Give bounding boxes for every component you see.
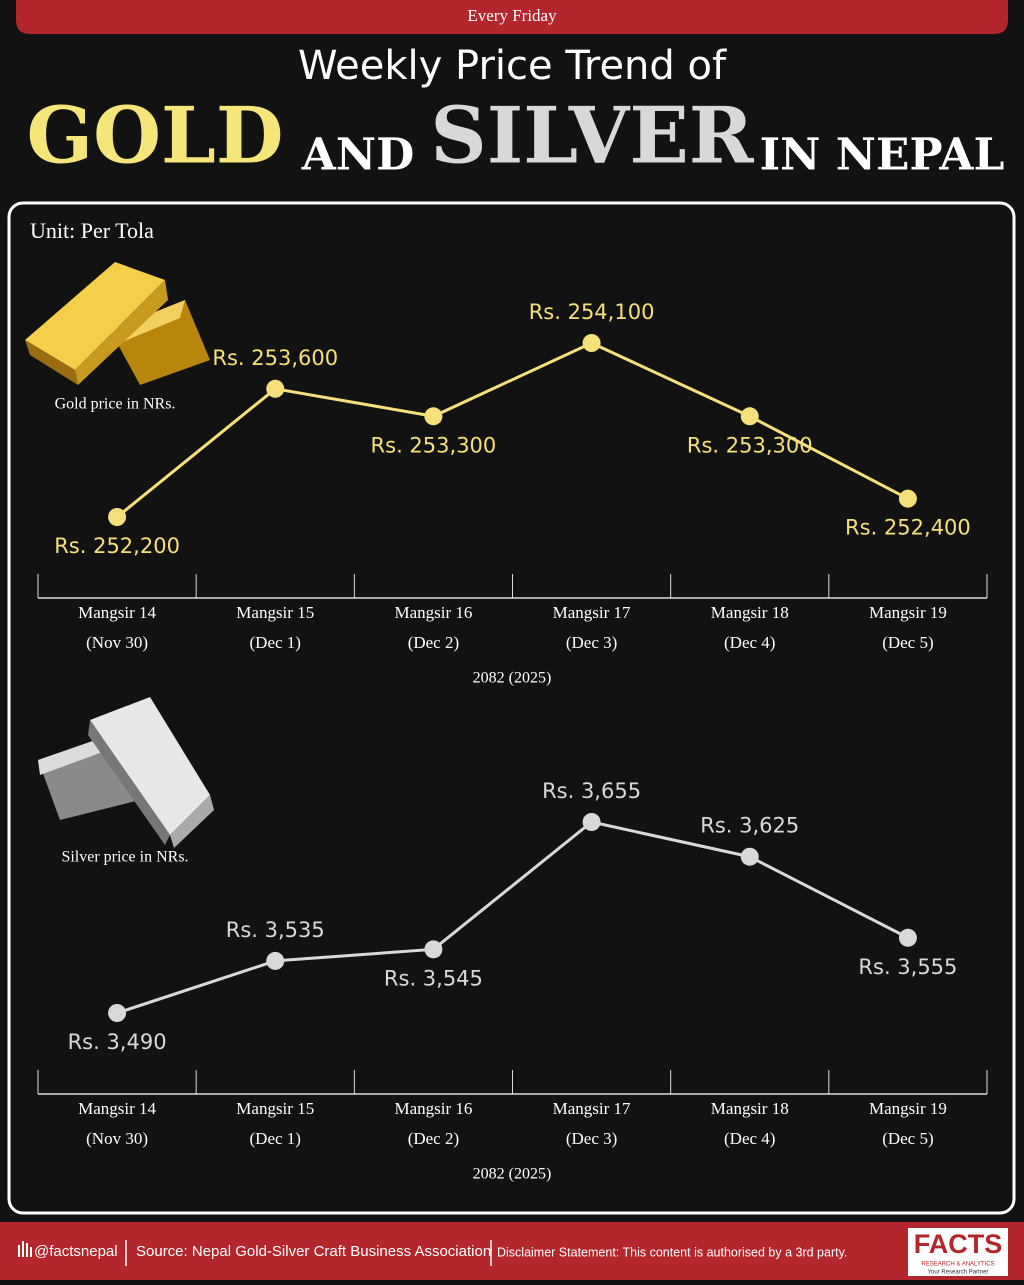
logo: FACTS — [914, 1229, 1003, 1259]
logo-box — [908, 1228, 1008, 1276]
x-tick-sublabel: (Dec 2) — [408, 633, 459, 652]
logo-sub: RESEARCH & ANALYTICS — [921, 1262, 994, 1268]
value-label: Rs. 3,535 — [226, 918, 325, 942]
point — [740, 847, 759, 866]
footer-disclaimer: Disclaimer Statement: This content is au… — [497, 1245, 847, 1259]
x-tick-sublabel: (Dec 4) — [724, 1129, 775, 1148]
point — [108, 508, 127, 526]
silver-bars-icon — [38, 697, 214, 848]
x-tick-sublabel: (Nov 30) — [86, 633, 148, 652]
value-label: Rs. 3,490 — [68, 1030, 167, 1054]
x-tick-sublabel: (Dec 3) — [566, 633, 617, 652]
line — [116, 820, 909, 1015]
gold-word: GOLD — [26, 91, 283, 182]
footer-source: Source: Nepal Gold-Silver Craft Business… — [136, 1243, 491, 1260]
value-label: Rs. 253,300 — [371, 433, 497, 457]
value-label: Rs. 252,200 — [54, 534, 180, 558]
x-tick-sublabel: (Dec 4) — [724, 633, 775, 652]
value-label: Rs. 3,555 — [858, 955, 957, 979]
x-tick-label: Mangsir 15 — [236, 603, 314, 622]
point — [266, 951, 285, 970]
x-tick-label: Mangsir 19 — [869, 603, 947, 622]
x-axis-label: 2082 (2025) — [473, 1166, 552, 1183]
value-label: Rs. 252,400 — [845, 516, 971, 540]
header-band — [16, 0, 1008, 34]
x-tick-label: Mangsir 19 — [869, 1099, 947, 1118]
x-tick-label: Mangsir 18 — [711, 603, 789, 622]
value-label: Rs. 3,545 — [384, 966, 483, 990]
x-tick-sublabel: (Dec 5) — [882, 633, 933, 652]
unit-note: Unit: Per Tola — [30, 218, 154, 243]
logo-tag: Your Research Partner — [928, 1270, 989, 1276]
x-tick-sublabel: (Dec 2) — [408, 1129, 459, 1148]
series-name: Gold price in NRs. — [55, 396, 176, 413]
header-tag: Every Friday — [467, 6, 557, 25]
x-tick-sublabel: (Dec 1) — [250, 633, 301, 652]
series-name: Silver price in NRs. — [61, 849, 188, 866]
footer-bars-icon — [18, 1241, 32, 1257]
x-tick-label: Mangsir 16 — [394, 603, 472, 622]
value-label: Rs. 3,655 — [542, 779, 641, 803]
x-tick-sublabel: (Nov 30) — [86, 1129, 148, 1148]
x-tick-sublabel: (Dec 1) — [250, 1129, 301, 1148]
point — [424, 940, 443, 959]
x-tick-label: Mangsir 17 — [553, 603, 631, 622]
silver-word: SILVER — [430, 91, 754, 182]
x-axis-label: 2082 (2025) — [473, 670, 552, 687]
and-word: AND — [301, 130, 415, 181]
panel — [7, 201, 1016, 1215]
point — [898, 489, 917, 508]
value-label: Rs. 254,100 — [529, 300, 655, 324]
point — [108, 1004, 127, 1022]
gold-bars-icon — [25, 262, 210, 385]
tail-words: IN NEPAL — [760, 130, 1005, 181]
point — [740, 407, 759, 426]
point — [582, 334, 601, 352]
title-line: Weekly Price Trend of — [298, 43, 727, 89]
point — [582, 813, 601, 831]
x-tick-label: Mangsir 15 — [236, 1099, 314, 1118]
x-tick-label: Mangsir 14 — [78, 1099, 156, 1118]
x-tick-label: Mangsir 14 — [78, 603, 156, 622]
x-tick-label: Mangsir 18 — [711, 1099, 789, 1118]
footer-band — [0, 1222, 1024, 1280]
value-label: Rs. 3,625 — [700, 814, 799, 838]
x-tick-label: Mangsir 17 — [553, 1099, 631, 1118]
value-label: Rs. 253,300 — [687, 433, 813, 457]
point — [898, 928, 917, 947]
line — [116, 341, 909, 519]
point — [424, 407, 443, 426]
value-label: Rs. 253,600 — [212, 346, 338, 370]
footer-handle: @factsnepal — [34, 1243, 118, 1260]
x-tick-sublabel: (Dec 3) — [566, 1129, 617, 1148]
x-tick-label: Mangsir 16 — [394, 1099, 472, 1118]
x-tick-sublabel: (Dec 5) — [882, 1129, 933, 1148]
point — [266, 379, 285, 398]
